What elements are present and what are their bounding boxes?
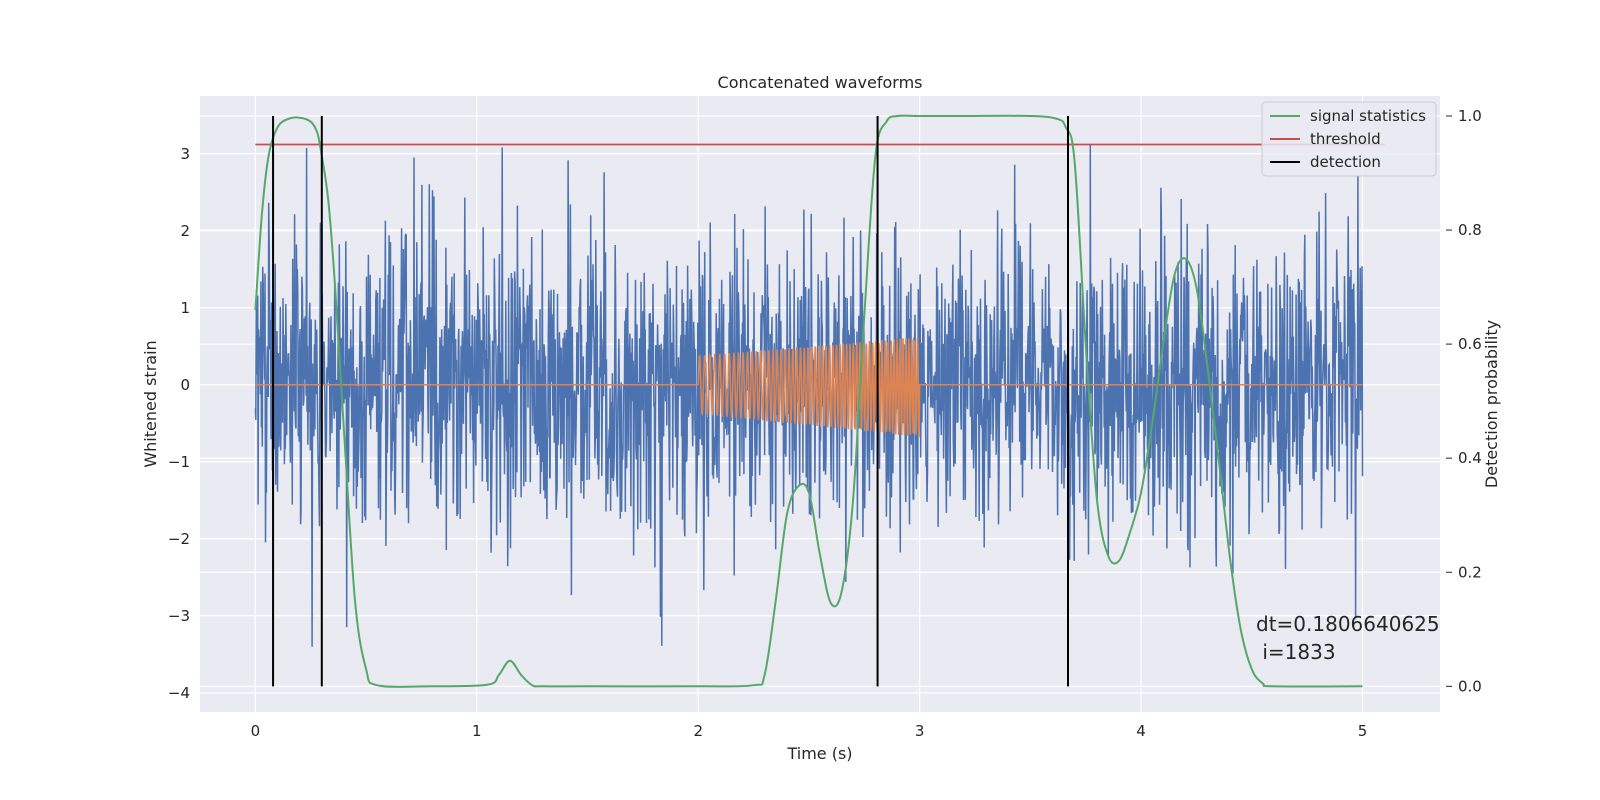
y-axis-label: Whitened strain [141, 340, 160, 467]
series-layer [254, 114, 1385, 688]
legend-box [1261, 101, 1437, 177]
legend-label-threshold: threshold [1310, 130, 1381, 148]
chart-title: Concatenated waveforms [718, 73, 923, 92]
y2-tick-label: 0.6 [1458, 335, 1482, 353]
legend-label-signal-statistics: signal statistics [1310, 107, 1426, 125]
x-tick-label: 2 [693, 722, 703, 740]
series-waveform [255, 337, 1363, 437]
annotation-index: i=1833 [1256, 640, 1336, 664]
y-tick-label: 0 [180, 376, 190, 394]
y2-axis-label: Detection probability [1482, 320, 1501, 488]
x-tick-label: 5 [1358, 722, 1368, 740]
legend-label-detection: detection [1310, 153, 1381, 171]
y-tick-label: −1 [168, 453, 190, 471]
ticks-layer: 0 1 2 3 4 5 −4 −3 −2 −1 0 1 2 3 0.0 0.2 0.4 0.6 0.8 1.0 [168, 107, 1482, 740]
y-tick-label: −4 [168, 684, 190, 702]
y2-tick-label: 1.0 [1458, 107, 1482, 125]
x-tick-label: 4 [1136, 722, 1146, 740]
y2-tick-label: 0.0 [1458, 677, 1482, 695]
x-tick-label: 3 [915, 722, 925, 740]
legend: signal statistics threshold detection [1261, 101, 1437, 177]
y2-tick-label: 0.2 [1458, 563, 1482, 581]
y-tick-label: 2 [180, 222, 190, 240]
y-tick-label: −3 [168, 607, 190, 625]
y2-tick-label: 0.4 [1458, 449, 1482, 467]
y-tick-label: 3 [180, 145, 190, 163]
annotation-dt: dt=0.1806640625 [1256, 612, 1440, 636]
x-tick-label: 1 [472, 722, 482, 740]
x-axis-label: Time (s) [786, 744, 852, 763]
x-tick-label: 0 [251, 722, 261, 740]
y-tick-label: −2 [168, 530, 190, 548]
y2-tick-label: 0.8 [1458, 221, 1482, 239]
y-tick-label: 1 [180, 299, 190, 317]
series-signal-statistics [254, 114, 1363, 688]
